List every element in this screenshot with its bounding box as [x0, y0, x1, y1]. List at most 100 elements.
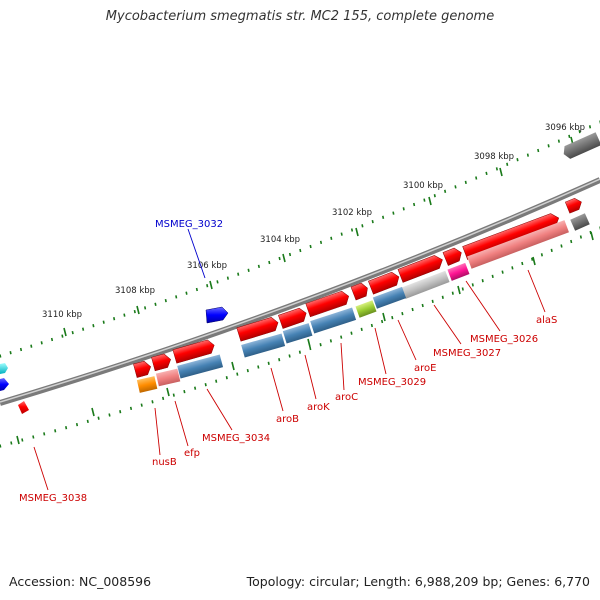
gene-aroK-arrow[interactable] — [278, 306, 308, 329]
gene-MSMEG_3038-arrow[interactable] — [18, 401, 29, 414]
gene-MSMEG_3034-arrow[interactable] — [172, 338, 216, 364]
feature-track — [136, 213, 590, 393]
feature-aroC-box[interactable] — [310, 307, 357, 334]
gene-left-cyan-arrow[interactable] — [0, 363, 8, 374]
inner-minor-tick-39 — [411, 307, 414, 312]
inner-minor-tick-17 — [183, 389, 186, 394]
gene-MSMEG_3032-arrow[interactable] — [205, 306, 229, 324]
feature-aroE-box[interactable] — [372, 286, 407, 309]
gene-MSMEG_3029-arrow[interactable] — [350, 282, 370, 301]
outer-minor-tick-40 — [413, 202, 416, 207]
inner-major-tick-e — [307, 338, 311, 348]
gene-label-MSMEG_3032[interactable]: MSMEG_3032 — [155, 219, 223, 230]
gene-label-MSMEG_3029[interactable]: MSMEG_3029 — [358, 377, 426, 388]
outer-minor-tick-51 — [526, 153, 529, 157]
gene-label-MSMEG_3034[interactable]: MSMEG_3034 — [202, 433, 270, 444]
gene-label-MSMEG_3026[interactable]: MSMEG_3026 — [470, 334, 538, 345]
feature-nusB-box[interactable] — [136, 376, 158, 393]
inner-minor-tick-0 — [0, 444, 2, 448]
inner-minor-tick-11 — [119, 410, 122, 414]
gene-aroE-arrow[interactable] — [368, 270, 401, 295]
inner-minor-tick-41 — [431, 299, 434, 304]
gene-label-MSMEG_3027[interactable]: MSMEG_3027 — [433, 348, 501, 359]
gene-label-aroK[interactable]: aroK — [307, 402, 330, 413]
gene-label-alaS[interactable]: alaS — [536, 315, 557, 326]
label-leaders — [33, 228, 546, 491]
outer-scale — [0, 120, 600, 358]
outer-minor-tick-38 — [392, 211, 395, 215]
gene-label-MSMEG_3038[interactable]: MSMEG_3038 — [19, 493, 87, 504]
feature-efp-box[interactable] — [155, 368, 181, 387]
major-tick-3106 — [209, 280, 213, 290]
feature-MSMEG_3029-box[interactable] — [355, 300, 377, 318]
gene-alaS-arrow[interactable] — [462, 211, 562, 260]
inner-minor-tick-18 — [194, 386, 197, 390]
feature-MSMEG_3026-box[interactable] — [447, 262, 470, 281]
gene-label-aroB[interactable]: aroB — [276, 414, 299, 425]
leader-MSMEG_3027 — [433, 304, 462, 345]
outer-minor-tick-39 — [402, 207, 405, 211]
outer-minor-tick-47 — [485, 171, 488, 176]
outer-minor-tick-52 — [537, 148, 540, 153]
gene-label-efp[interactable]: efp — [184, 448, 200, 459]
gene-top-right-gray-arrow[interactable] — [561, 132, 600, 160]
gene-left-blue-arrow[interactable] — [0, 378, 9, 391]
scale-label-3106: 3106 kbp — [187, 261, 227, 271]
outer-minor-tick-13 — [133, 309, 136, 314]
inner-minor-tick-6 — [65, 426, 68, 430]
gene-aroC-arrow[interactable] — [305, 290, 351, 318]
gene-aroB-arrow[interactable] — [236, 316, 280, 342]
inner-minor-tick-2 — [21, 438, 24, 442]
outer-minor-tick-55 — [568, 134, 571, 139]
feature-alaS-box[interactable] — [467, 220, 569, 269]
outer-minor-tick-21 — [216, 280, 219, 284]
outer-minor-tick-14 — [144, 306, 147, 310]
gene-label-aroC[interactable]: aroC — [335, 392, 358, 403]
gene-label-aroE[interactable]: aroE — [414, 363, 436, 374]
inner-minor-tick-12 — [129, 406, 133, 411]
scale-label-3102: 3102 kbp — [332, 208, 372, 218]
gene-MSMEG_3027-arrow[interactable] — [397, 253, 445, 283]
feature-MSMEG_3027-box[interactable] — [401, 270, 450, 299]
outer-minor-tick-54 — [557, 139, 560, 143]
inner-minor-tick-4 — [43, 432, 46, 436]
leader-aroK — [304, 354, 317, 400]
outer-minor-tick-44 — [454, 185, 457, 189]
outer-minor-tick-27 — [278, 256, 281, 261]
gene-MSMEG_3026-arrow[interactable] — [442, 246, 464, 266]
outer-minor-tick-28 — [288, 252, 292, 257]
outer-minor-tick-56 — [578, 129, 581, 134]
feature-aroB-box[interactable] — [241, 333, 286, 358]
gene-far-right-arrow[interactable] — [564, 196, 583, 214]
scale-label-3096: 3096 kbp — [545, 123, 585, 133]
inner-minor-tick-35 — [370, 323, 373, 328]
feature-far-right-box[interactable] — [570, 213, 590, 231]
inner-minor-tick-16 — [172, 393, 175, 397]
outer-minor-tick-50 — [516, 158, 519, 162]
outer-minor-tick-31 — [319, 240, 323, 245]
inner-major-tick-h — [91, 407, 95, 417]
leader-MSMEG_3032 — [187, 228, 206, 279]
major-tick-3102 — [355, 227, 359, 237]
feature-aroK-box[interactable] — [282, 323, 313, 344]
inner-minor-tick-50 — [521, 261, 524, 266]
genome-summary-text: Topology: circular; Length: 6,988,209 bp… — [246, 574, 590, 589]
inner-minor-tick-8 — [86, 419, 89, 424]
inner-minor-tick-56 — [579, 235, 582, 239]
outer-minor-tick-15 — [154, 302, 157, 306]
inner-major-tick-a — [590, 231, 594, 241]
inner-minor-tick-3 — [32, 435, 35, 439]
map-title: Mycobacterium smegmatis str. MC2 155, co… — [105, 9, 495, 24]
inner-minor-tick-33 — [350, 331, 353, 335]
gene-label-nusB[interactable]: nusB — [152, 457, 177, 468]
inner-minor-tick-20 — [215, 379, 218, 383]
gene-efp-arrow[interactable] — [151, 353, 172, 372]
feature-MSMEG_3034-box[interactable] — [177, 354, 224, 379]
outer-minor-tick-24 — [247, 268, 250, 272]
gene-nusB-arrow[interactable] — [133, 360, 152, 378]
outer-minor-tick-5 — [50, 337, 54, 342]
inner-minor-tick-19 — [204, 383, 207, 387]
leader-MSMEG_3029 — [374, 327, 387, 375]
inner-minor-tick-45 — [471, 283, 474, 287]
